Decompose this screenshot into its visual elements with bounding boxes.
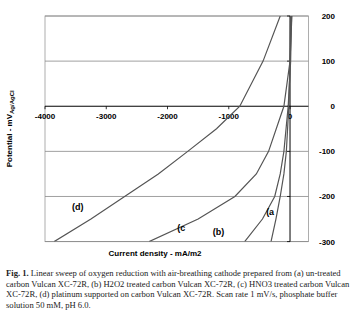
x-axis-title: Current density - mA/m2	[109, 249, 202, 258]
annotation: (c	[177, 223, 185, 233]
x-tick-label: -2000	[157, 112, 178, 121]
y-axis-title-sub: Ag/AgCl	[9, 90, 15, 114]
grid-line	[45, 16, 308, 17]
y-tick-label: -300	[319, 238, 336, 247]
x-tick-label: -3000	[96, 112, 117, 121]
curve	[149, 16, 292, 242]
curve	[245, 16, 292, 242]
x-axis	[45, 106, 308, 107]
y-axis-title: Potential - mVAg/AgCl	[5, 90, 15, 167]
grid-line	[45, 61, 308, 62]
grid-line	[45, 196, 308, 197]
y-tick-label: -200	[319, 192, 336, 201]
series-group	[54, 16, 292, 242]
annotation: (b)	[213, 227, 225, 237]
y-tick-label: 200	[322, 12, 336, 21]
caption: Fig. 1. Linear sweep of oxygen reduction…	[6, 268, 356, 310]
annotation: (a	[266, 207, 275, 217]
y-tick-label: 0	[331, 102, 336, 111]
plot-frame	[45, 16, 308, 242]
y-tick-label: 100	[322, 57, 336, 66]
x-tick-label: -4000	[35, 112, 56, 121]
y-axis-title-main: Potential - mV	[5, 113, 14, 167]
annotation: (d)	[72, 202, 84, 212]
chart: -300-200-1000100200-4000-3000-2000-10000…	[0, 0, 362, 266]
caption-text: Linear sweep of oxygen reduction with ai…	[6, 268, 349, 310]
curve	[54, 16, 280, 242]
grid-line	[45, 241, 308, 242]
y-tick-label: -100	[319, 147, 336, 156]
caption-label: Fig. 1.	[6, 268, 29, 278]
